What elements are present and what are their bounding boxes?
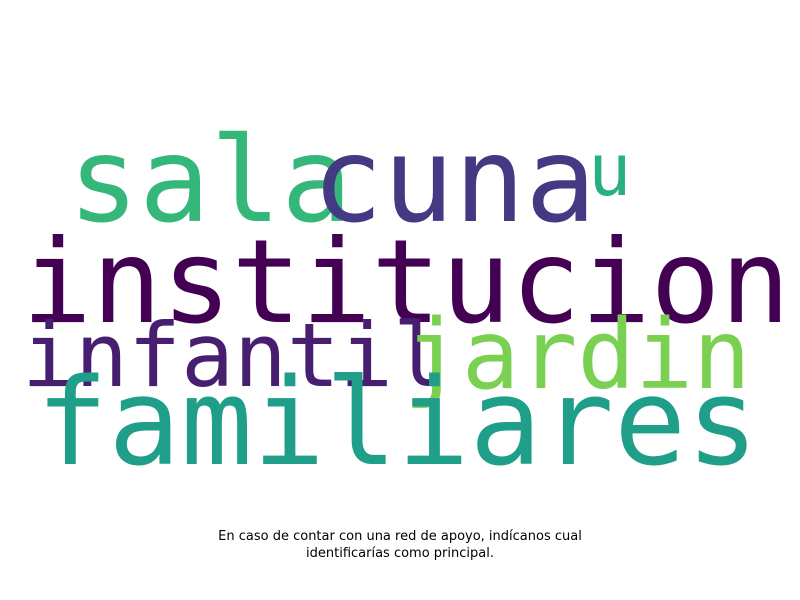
word-infantil: infantil — [22, 304, 446, 407]
caption-line-2: identificarías como principal. — [306, 546, 494, 561]
word-cloud: sala cuna u institucion infantil jardin … — [22, 111, 791, 493]
word-familiares: familiares — [36, 354, 759, 493]
word-institucion: institucion — [22, 215, 791, 350]
word-cuna: cuna — [312, 111, 597, 249]
caption-line-1: En caso de contar con una red de apoyo, … — [218, 529, 582, 544]
word-jardin: jardin — [404, 299, 751, 411]
word-sala: sala — [68, 111, 353, 249]
caption: En caso de contar con una red de apoyo, … — [0, 528, 800, 562]
word-u: u — [588, 128, 632, 212]
